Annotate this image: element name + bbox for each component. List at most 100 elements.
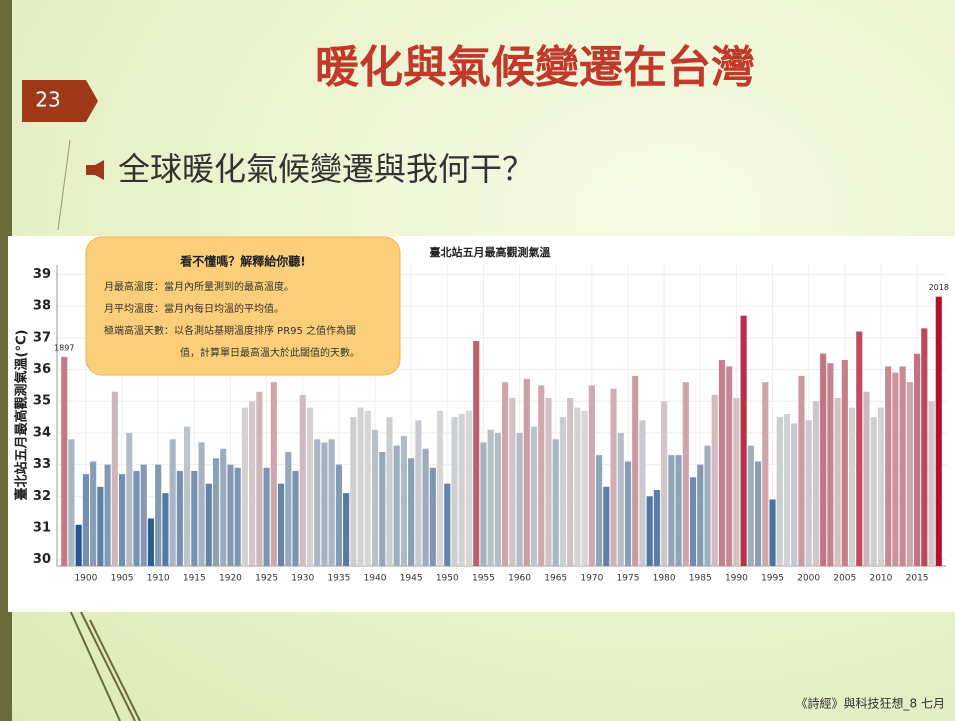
bar <box>588 385 595 566</box>
x-tick-label: 1975 <box>617 574 640 584</box>
x-tick-label: 1915 <box>183 574 206 584</box>
bar <box>646 496 653 566</box>
bar <box>718 360 726 566</box>
y-tick-label: 33 <box>33 457 51 472</box>
bar <box>256 391 263 566</box>
bar <box>400 436 407 566</box>
bar <box>921 328 928 566</box>
bar <box>314 439 321 566</box>
page-tab <box>22 80 98 122</box>
bar <box>220 448 227 566</box>
note-line: 月平均溫度：當月內每日均溫的平均值。 <box>104 302 284 315</box>
bar <box>90 461 97 566</box>
bar <box>191 470 198 566</box>
bar <box>509 398 516 566</box>
bar <box>451 417 458 566</box>
bar <box>928 401 935 566</box>
bar <box>530 426 538 566</box>
bar <box>328 439 335 566</box>
bar <box>820 353 827 566</box>
bar <box>97 486 104 566</box>
x-tick-label: 1940 <box>364 574 387 584</box>
page-number: 23 <box>35 88 60 112</box>
bar <box>798 375 805 566</box>
bar <box>408 458 415 566</box>
bar <box>104 464 111 566</box>
x-tick-label: 1970 <box>580 574 603 584</box>
bar <box>111 391 118 566</box>
bar <box>270 382 277 566</box>
bar <box>335 464 342 566</box>
y-tick-label: 38 <box>33 299 51 314</box>
bar <box>877 407 885 566</box>
bullet: 全球暖化氣候變遷與我何干？ <box>118 150 534 188</box>
bar <box>184 426 191 566</box>
bar <box>393 445 400 566</box>
x-tick-label: 1900 <box>74 574 97 584</box>
bar <box>436 410 444 566</box>
bar <box>885 366 892 566</box>
bar <box>552 439 559 566</box>
bar <box>935 296 942 566</box>
bar <box>675 455 682 566</box>
bar <box>574 407 581 566</box>
x-tick-label: 1910 <box>147 574 170 584</box>
bar <box>241 407 248 566</box>
x-tick-label: 1965 <box>544 574 567 584</box>
note-line: 月最高溫度：當月內所量測到的最高溫度。 <box>104 280 294 293</box>
x-tick-label: 1980 <box>653 574 676 584</box>
bar <box>632 375 639 566</box>
bar <box>169 439 176 566</box>
bar <box>277 483 285 566</box>
y-tick-label: 39 <box>33 267 51 282</box>
bar <box>538 385 545 566</box>
bar <box>762 382 769 566</box>
x-tick-label: 1945 <box>400 574 423 584</box>
annotation: 1897 <box>54 343 74 352</box>
bar <box>494 432 501 566</box>
bar <box>147 518 155 566</box>
bar <box>155 464 162 566</box>
bar <box>559 417 567 566</box>
bar <box>68 439 75 566</box>
bar <box>892 372 899 566</box>
bar <box>661 401 668 566</box>
decor-line <box>57 139 71 231</box>
chart-title: 臺北站五月最高觀測氣溫 <box>430 245 551 259</box>
bar <box>502 382 509 566</box>
bar <box>465 410 473 566</box>
bar <box>863 391 870 566</box>
note-box <box>85 236 401 376</box>
x-tick-label: 1920 <box>219 574 242 584</box>
bar <box>870 417 877 566</box>
bar <box>747 445 754 566</box>
x-tick-label: 1930 <box>291 574 314 584</box>
y-tick-label: 32 <box>33 489 51 504</box>
bar <box>227 464 234 566</box>
bar <box>841 360 848 566</box>
bar <box>82 474 89 566</box>
bar <box>263 467 270 566</box>
bar <box>480 442 487 566</box>
bar <box>581 410 588 566</box>
bar <box>292 470 299 566</box>
x-tick-label: 1935 <box>327 574 350 584</box>
bar <box>711 394 718 566</box>
x-tick-label: 1925 <box>255 574 278 584</box>
bar <box>733 398 740 566</box>
bar <box>306 407 314 566</box>
bar <box>140 464 147 566</box>
footer: 《詩經》與科技狂想_8 七月 <box>796 696 945 711</box>
bar <box>791 423 798 566</box>
bar <box>516 432 523 566</box>
bar <box>350 417 357 566</box>
bar <box>75 524 82 566</box>
bar <box>487 429 494 566</box>
bar <box>567 398 574 566</box>
bar <box>639 420 646 566</box>
note-heading: 看不懂嗎？解釋給你聽! <box>180 254 305 269</box>
slide-title: 暖化與氣候變遷在台灣 <box>315 42 755 93</box>
bar <box>617 432 624 566</box>
